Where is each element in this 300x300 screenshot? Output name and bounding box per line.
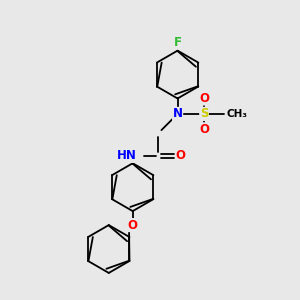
Text: O: O: [199, 92, 209, 105]
Text: CH₃: CH₃: [226, 109, 247, 119]
Text: S: S: [200, 107, 208, 120]
Text: HN: HN: [116, 149, 136, 162]
Text: N: N: [172, 107, 183, 120]
Text: O: O: [199, 123, 209, 136]
Text: O: O: [176, 149, 185, 162]
Text: O: O: [128, 219, 138, 232]
Text: F: F: [174, 36, 182, 49]
